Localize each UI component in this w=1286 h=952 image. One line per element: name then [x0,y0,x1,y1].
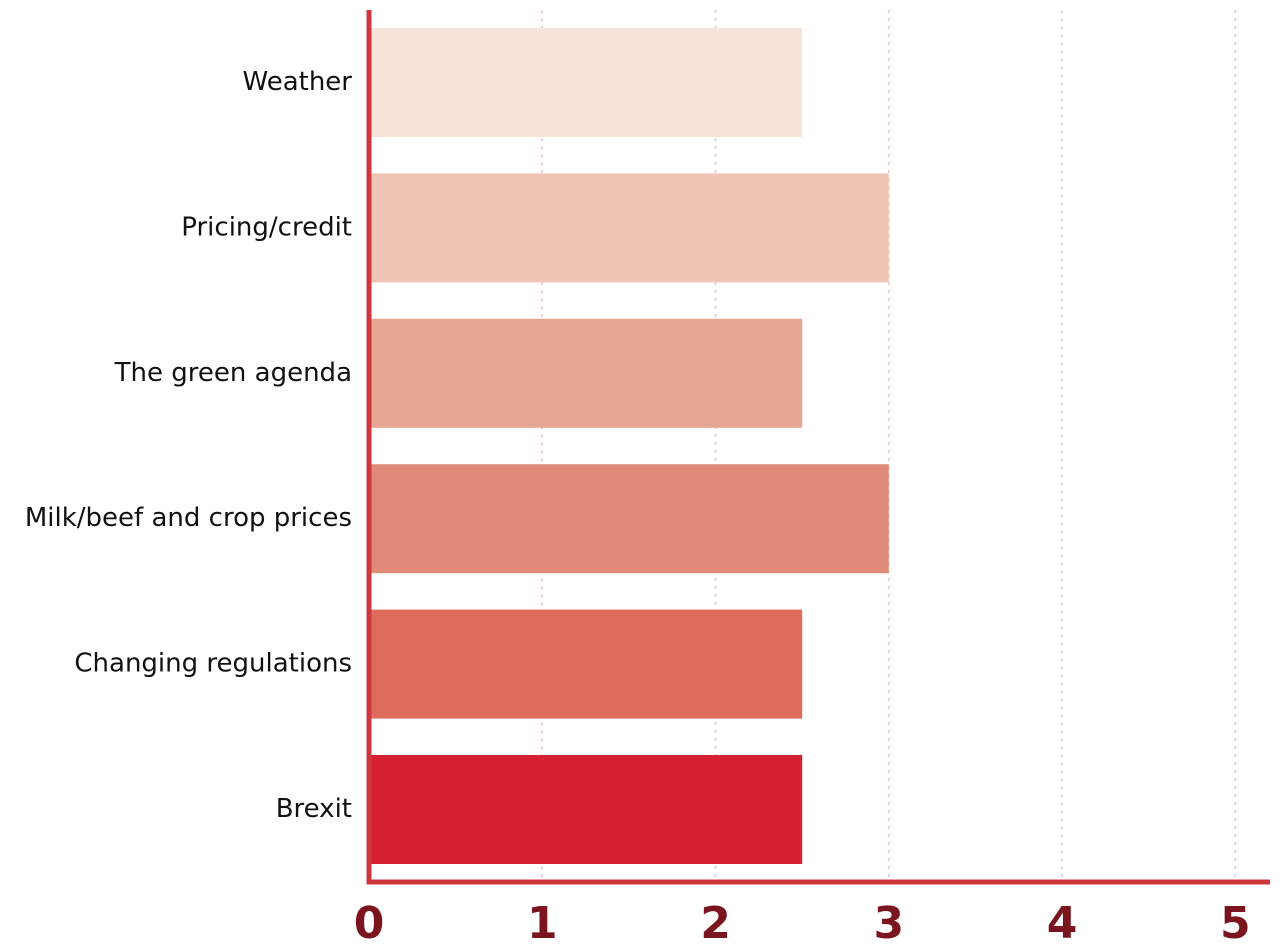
x-tick-label: 5 [1220,898,1251,949]
bar [369,318,803,428]
bar [369,609,803,719]
x-tick-label: 1 [527,898,558,949]
bar [369,173,889,283]
x-tick-label: 0 [354,898,385,949]
bar [369,755,803,864]
y-tick-label: The green agenda [114,358,352,388]
y-tick-label: Milk/beef and crop prices [25,503,352,533]
x-tick-label: 2 [700,898,731,949]
x-tick-label: 3 [873,898,904,949]
y-tick-label: Changing regulations [74,649,352,679]
bar [369,28,803,137]
y-tick-label: Weather [243,67,353,97]
x-tick-label: 4 [1047,898,1078,949]
y-tick-label: Pricing/credit [181,212,352,242]
bar [369,464,889,574]
y-tick-label: Brexit [276,794,352,824]
